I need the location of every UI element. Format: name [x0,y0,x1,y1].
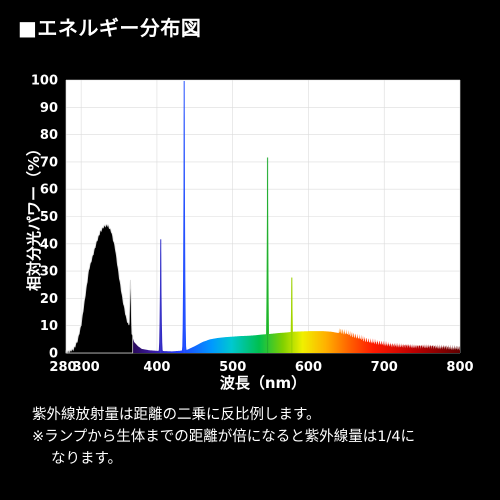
x-tick-label: 800 [446,360,473,375]
y-axis: 0 10 20 30 40 50 60 70 80 90 100 [31,74,58,362]
x-tick-label: 600 [295,360,322,375]
y-tick-label: 40 [40,237,58,252]
page-title: ■エネルギー分布図 [18,16,202,40]
notes: 紫外線放射量は距離の二乗に反比例します。 ※ランプから生体までの距離が倍になると… [32,404,492,470]
x-tick-label: 300 [73,360,100,375]
y-tick-label: 20 [40,292,58,307]
x-axis-title: 波長（nm） [220,374,306,392]
uv-hump [65,223,134,354]
y-tick-label: 100 [31,74,58,89]
note-line-3: なります。 [51,451,123,467]
note-line-1: 紫外線放射量は距離の二乗に反比例します。 [32,407,321,423]
y-tick-label: 80 [40,128,58,143]
y-tick-label: 90 [40,101,58,116]
x-tick-label: 280 [49,360,76,375]
x-tick-label: 400 [143,360,170,375]
y-axis-title: 相対分光パワー（%） [25,141,43,291]
y-tick-label: 30 [40,265,58,280]
y-tick-label: 10 [40,319,58,334]
y-tick-label: 60 [40,183,58,198]
x-tick-label: 500 [219,360,246,375]
y-tick-label: 70 [40,155,58,170]
emission-peaks [160,81,293,353]
y-tick-label: 50 [40,210,58,225]
x-tick-label: 700 [371,360,398,375]
gridlines [65,79,461,354]
y-tick-label: 0 [49,347,58,362]
note-line-2: ※ランプから生体までの距離が倍になると紫外線量は1/4に [32,429,416,445]
